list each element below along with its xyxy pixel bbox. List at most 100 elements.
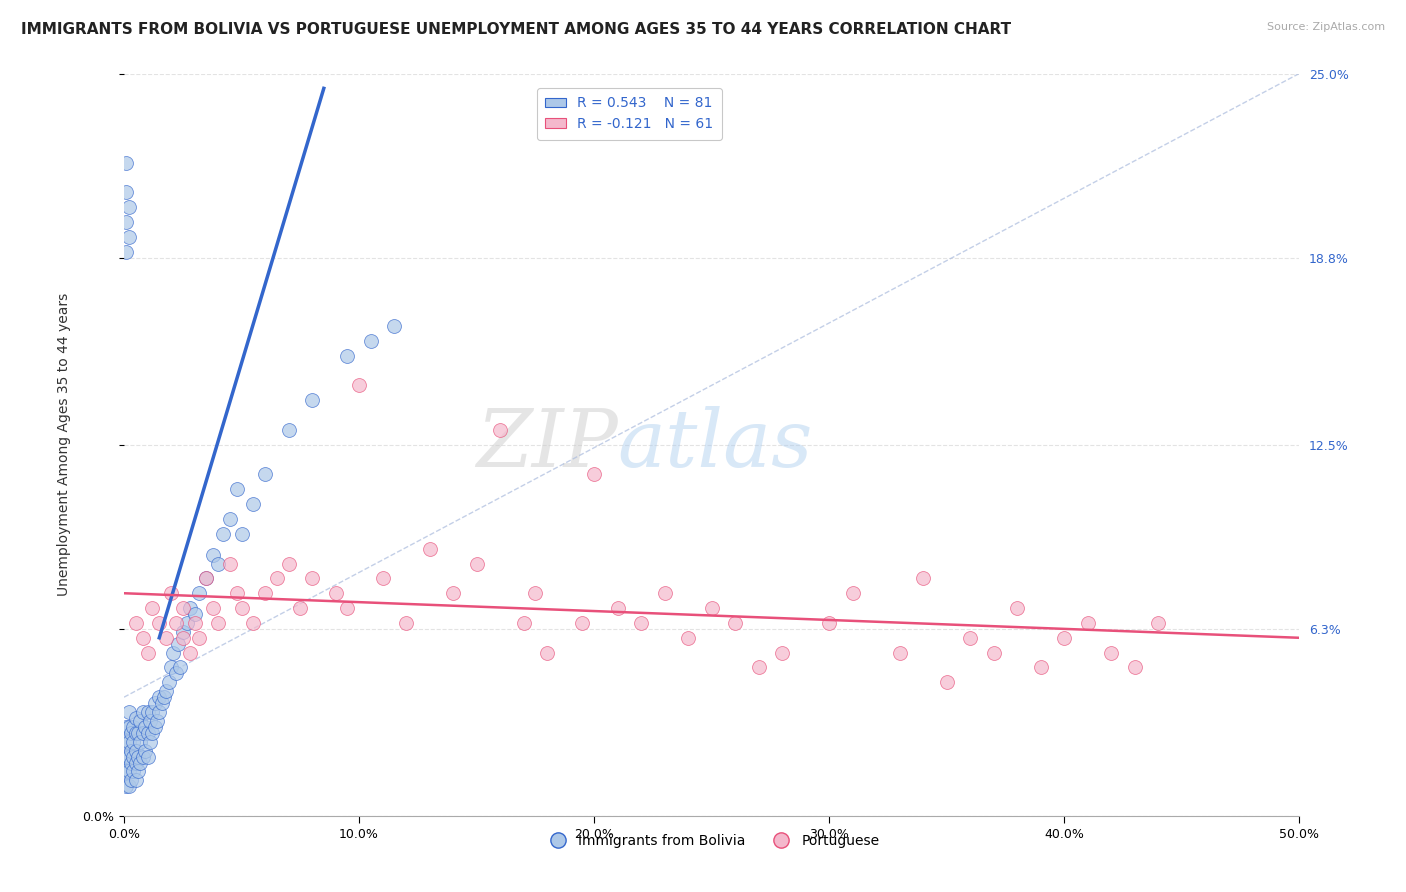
Point: [202, 601, 225, 615]
Point: [160, 660, 183, 674]
Y-axis label: Unemployment Among Ages 35 to 44 years: Unemployment Among Ages 35 to 44 years: [58, 293, 72, 597]
Point: [700, 601, 723, 615]
Point: [242, 497, 264, 511]
Point: [172, 624, 194, 639]
Point: [441, 586, 464, 600]
Point: [770, 646, 793, 660]
Point: [277, 557, 299, 571]
Text: Source: ZipAtlas.com: Source: ZipAtlas.com: [1267, 22, 1385, 32]
Point: [336, 601, 359, 615]
Point: [115, 155, 138, 169]
Point: [1147, 615, 1170, 630]
Point: [176, 615, 198, 630]
Point: [118, 200, 141, 214]
Point: [125, 711, 148, 725]
Point: [524, 586, 547, 600]
Point: [122, 764, 145, 779]
Point: [218, 557, 240, 571]
Point: [143, 696, 166, 710]
Point: [912, 571, 935, 585]
Point: [1029, 660, 1052, 674]
Point: [841, 586, 863, 600]
Point: [143, 720, 166, 734]
Point: [120, 726, 142, 740]
Point: [724, 615, 747, 630]
Point: [172, 601, 194, 615]
Point: [347, 378, 370, 392]
Point: [188, 631, 211, 645]
Point: [139, 714, 162, 728]
Point: [536, 646, 558, 660]
Point: [115, 720, 138, 734]
Point: [748, 660, 770, 674]
Point: [254, 586, 277, 600]
Point: [136, 726, 159, 740]
Point: [125, 744, 148, 758]
Point: [162, 646, 184, 660]
Point: [195, 571, 218, 585]
Point: [146, 714, 169, 728]
Point: [129, 756, 152, 770]
Point: [167, 637, 190, 651]
Point: [120, 744, 142, 758]
Point: [1077, 615, 1099, 630]
Point: [983, 646, 1005, 660]
Point: [115, 186, 138, 200]
Point: [606, 601, 628, 615]
Point: [231, 601, 253, 615]
Point: [336, 349, 359, 363]
Point: [818, 615, 841, 630]
Point: [1123, 660, 1146, 674]
Point: [129, 714, 152, 728]
Point: [115, 779, 138, 793]
Point: [160, 586, 183, 600]
Point: [153, 690, 176, 705]
Point: [371, 571, 394, 585]
Point: [125, 615, 148, 630]
Point: [583, 467, 606, 482]
Point: [120, 773, 142, 788]
Point: [935, 675, 957, 690]
Point: [118, 735, 141, 749]
Point: [136, 646, 159, 660]
Point: [132, 726, 155, 740]
Point: [165, 615, 187, 630]
Point: [134, 744, 156, 758]
Point: [136, 705, 159, 719]
Point: [122, 749, 145, 764]
Point: [183, 607, 205, 621]
Point: [125, 756, 148, 770]
Point: [188, 586, 211, 600]
Point: [125, 773, 148, 788]
Point: [115, 749, 138, 764]
Point: [157, 675, 180, 690]
Point: [1099, 646, 1122, 660]
Point: [179, 601, 201, 615]
Point: [165, 666, 187, 681]
Text: IMMIGRANTS FROM BOLIVIA VS PORTUGUESE UNEMPLOYMENT AMONG AGES 35 TO 44 YEARS COR: IMMIGRANTS FROM BOLIVIA VS PORTUGUESE UN…: [21, 22, 1011, 37]
Point: [630, 615, 652, 630]
Point: [512, 615, 534, 630]
Point: [654, 586, 676, 600]
Point: [148, 615, 170, 630]
Point: [155, 684, 177, 698]
Point: [290, 601, 312, 615]
Point: [277, 423, 299, 437]
Point: [179, 646, 201, 660]
Point: [122, 720, 145, 734]
Point: [195, 571, 218, 585]
Point: [115, 735, 138, 749]
Point: [571, 615, 593, 630]
Point: [419, 541, 441, 556]
Point: [132, 631, 155, 645]
Point: [1005, 601, 1028, 615]
Point: [127, 749, 149, 764]
Point: [141, 705, 163, 719]
Point: [959, 631, 981, 645]
Point: [207, 615, 229, 630]
Point: [465, 557, 488, 571]
Point: [676, 631, 699, 645]
Point: [202, 548, 225, 562]
Point: [125, 726, 148, 740]
Point: [301, 571, 323, 585]
